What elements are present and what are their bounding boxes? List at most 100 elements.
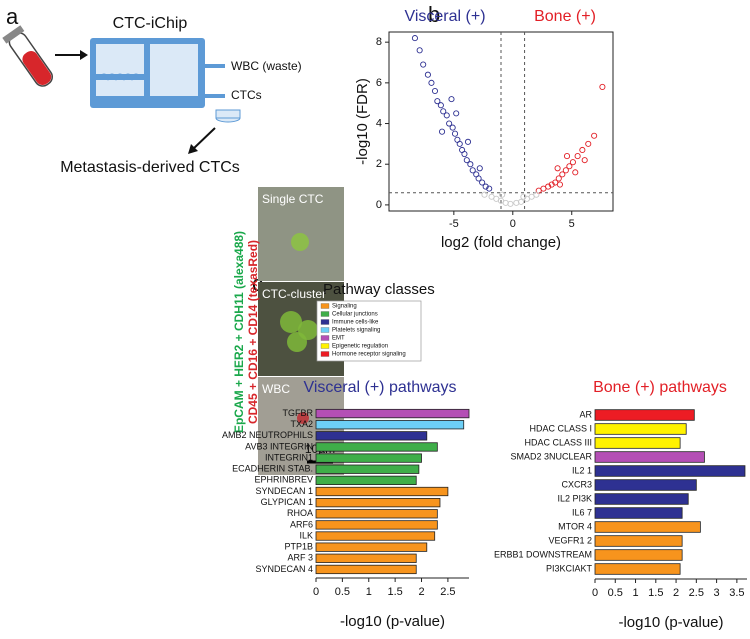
point xyxy=(451,130,459,137)
x-tick-label: 2 xyxy=(418,586,424,598)
point xyxy=(475,175,482,182)
category-label: IL2 1 xyxy=(572,465,592,475)
category-label: AMB2 NEUTROPHILS xyxy=(222,430,313,440)
stain-label: EpCAM + HER2 + CDH11 (alexa488) xyxy=(232,231,246,433)
category-label: SYNDECAN 4 xyxy=(255,564,313,574)
series-label: Visceral (+) xyxy=(404,8,485,25)
point xyxy=(555,175,562,182)
legend-label: Epigenetic regulation xyxy=(332,344,388,350)
point xyxy=(476,165,483,172)
y-tick-label: 4 xyxy=(376,117,382,129)
bar xyxy=(315,453,422,463)
y-tick-label: 0 xyxy=(376,199,382,211)
point xyxy=(464,138,472,145)
panel-label: c xyxy=(252,271,263,296)
bar xyxy=(315,431,428,441)
point xyxy=(448,96,455,103)
category-label: GLYPICAN 1 xyxy=(261,497,313,507)
category-label: SYNDECAN 1 xyxy=(255,486,313,496)
category-label: EPHRINBREV xyxy=(254,475,313,485)
point xyxy=(467,161,474,168)
x-tick-label: 0.5 xyxy=(335,586,350,598)
category-label: ERBB1 DOWNSTREAM xyxy=(494,549,592,559)
legend-swatch xyxy=(320,303,330,309)
legend-swatch xyxy=(320,327,330,333)
stain-label: CD45 + CD16 + CD14 (texasRed) xyxy=(246,240,260,424)
bar xyxy=(315,475,417,485)
point xyxy=(449,124,456,131)
point xyxy=(428,79,435,86)
bar xyxy=(315,486,449,497)
category-label: IL2 PI3K xyxy=(557,493,592,503)
point xyxy=(431,87,439,95)
category-label: TGFBR xyxy=(283,408,314,418)
point xyxy=(446,120,453,127)
category-label: HDAC CLASS III xyxy=(524,437,592,447)
bar xyxy=(315,442,438,452)
category-label: MTOR 4 xyxy=(558,521,592,531)
x-tick-label: 3.5 xyxy=(729,587,744,599)
legend-label: Immune cells-like xyxy=(332,320,379,326)
subtitle: Metastasis-derived CTCs xyxy=(60,159,240,176)
category-label: ECADHERIN STAB. xyxy=(232,464,313,474)
x-tick-label: 2 xyxy=(673,587,679,599)
bar xyxy=(315,498,441,508)
point xyxy=(420,61,427,68)
category-label: AVB3 INTEGRIN xyxy=(245,441,313,451)
point xyxy=(517,198,525,205)
legend-swatch xyxy=(320,343,330,349)
x-tick-label: 2.5 xyxy=(440,586,455,598)
bar xyxy=(315,520,438,530)
bar xyxy=(315,509,438,519)
x-axis-label: -log10 (p-value) xyxy=(618,614,723,631)
output-label: CTCs xyxy=(231,88,262,102)
x-tick-label: 0 xyxy=(592,587,598,599)
arrow xyxy=(191,127,216,151)
legend-title: Pathway classes xyxy=(323,281,435,298)
point xyxy=(520,193,527,200)
bar xyxy=(594,507,683,519)
point xyxy=(579,146,586,154)
point xyxy=(563,153,571,160)
point xyxy=(599,83,606,90)
point xyxy=(456,140,463,147)
category-label: ARF6 xyxy=(290,519,313,529)
image-label: CTC-cluster xyxy=(262,287,326,301)
legend-label: Signaling xyxy=(332,304,357,310)
category-label: CXCR3 xyxy=(561,479,592,489)
legend-label: EMT xyxy=(332,336,345,342)
point xyxy=(581,157,588,164)
x-tick-label: -5 xyxy=(449,218,459,230)
category-label: ARF 3 xyxy=(287,553,313,563)
bar xyxy=(315,542,428,552)
bar xyxy=(594,549,683,561)
point xyxy=(556,181,563,188)
point xyxy=(554,165,561,172)
bar xyxy=(594,563,681,575)
y-tick-label: 8 xyxy=(376,36,382,48)
legend-label: Cellular junctions xyxy=(332,312,378,318)
x-tick-label: 2.5 xyxy=(689,587,704,599)
bar xyxy=(594,479,697,491)
x-tick-label: 0.5 xyxy=(608,587,623,599)
point xyxy=(574,153,581,160)
category-label: SMAD2 3NUCLEAR xyxy=(510,451,592,461)
arrow-head xyxy=(80,50,88,60)
category-label: INTEGRIN1 xyxy=(265,452,313,462)
point xyxy=(481,191,488,198)
image-label: WBC xyxy=(262,382,290,396)
panel-label: b xyxy=(428,2,440,27)
x-tick-label: 1 xyxy=(366,586,372,598)
bar xyxy=(315,408,470,419)
point xyxy=(591,132,598,139)
point xyxy=(469,167,476,174)
point xyxy=(463,157,470,164)
image-label: Single CTC xyxy=(262,192,324,206)
point xyxy=(479,179,486,186)
category-label: RHOA xyxy=(287,508,313,518)
x-tick-label: 1.5 xyxy=(387,586,402,598)
x-axis-label: -log10 (p-value) xyxy=(340,613,445,630)
point xyxy=(461,150,468,158)
bar xyxy=(315,531,436,541)
point xyxy=(486,185,493,192)
